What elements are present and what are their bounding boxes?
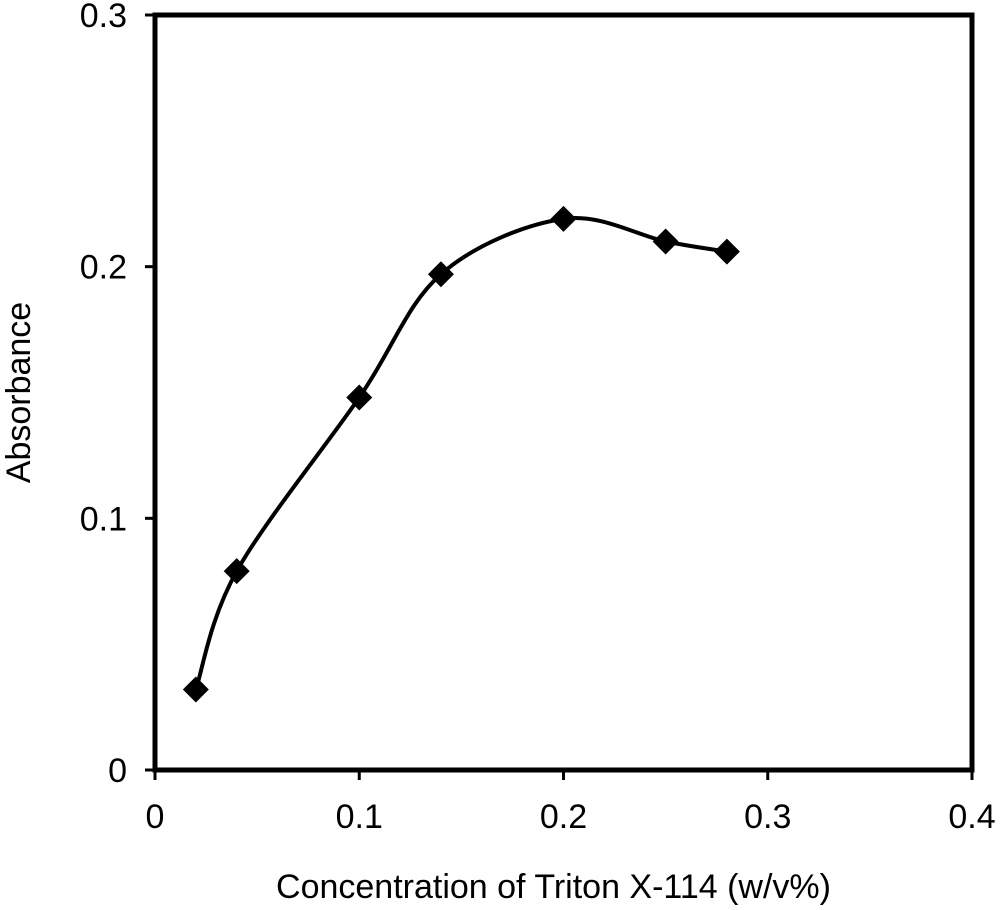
series (182, 205, 740, 703)
ticks: 0 0.1 0.2 0.3 0 0.1 0.2 0.3 0.4 (80, 0, 996, 836)
data-point-marker (182, 676, 209, 703)
y-axis-title: Absorbance (0, 302, 38, 483)
x-tick-label: 0.4 (948, 798, 995, 836)
x-axis-title: Concentration of Triton X-114 (w/v%) (276, 868, 831, 906)
y-tick-label: 0 (108, 752, 127, 790)
data-point-marker (346, 384, 373, 411)
data-point-marker (550, 205, 577, 232)
data-point-marker (652, 228, 679, 255)
x-tick-label: 0 (146, 798, 165, 836)
y-tick-label: 0.1 (80, 500, 127, 538)
x-tick-label: 0.2 (540, 798, 587, 836)
y-tick-label: 0.3 (80, 0, 127, 35)
data-point-marker (713, 238, 740, 265)
axis-labels: Concentration of Triton X-114 (w/v%) Abs… (0, 302, 831, 906)
x-tick-label: 0.1 (336, 798, 383, 836)
data-point-marker (427, 261, 454, 288)
data-point-marker (223, 558, 250, 585)
x-tick-label: 0.3 (744, 798, 791, 836)
y-tick-label: 0.2 (80, 249, 127, 287)
